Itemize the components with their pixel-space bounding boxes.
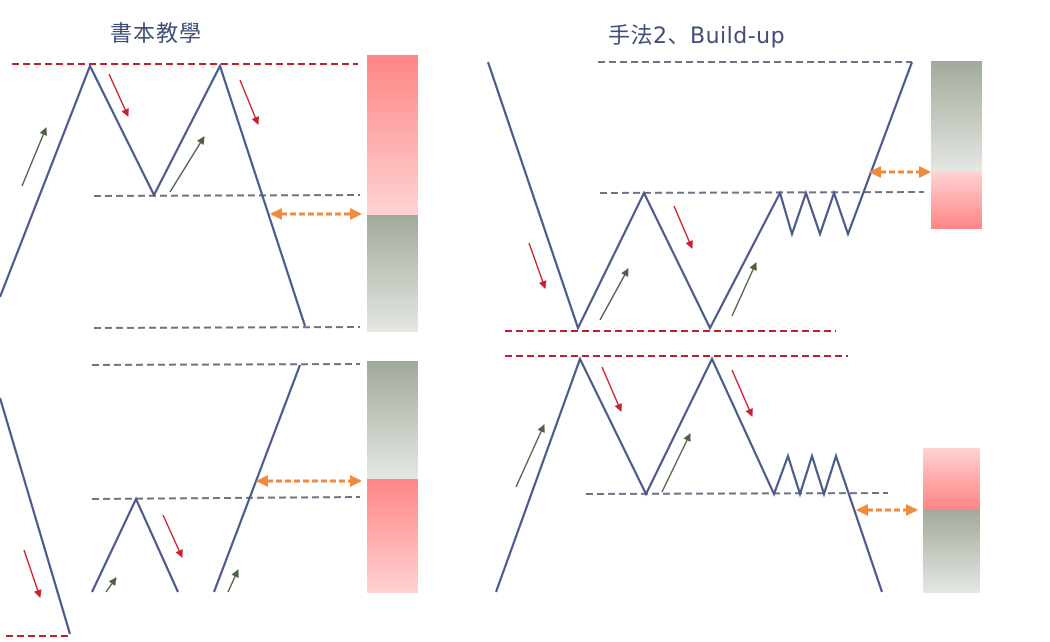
support-line-gray	[94, 327, 360, 328]
price-path	[488, 62, 912, 328]
panel-top-right	[488, 61, 982, 331]
down-arrow-red	[602, 367, 621, 411]
up-arrow-green	[22, 128, 46, 186]
down-arrow-red	[24, 550, 40, 597]
price-path	[214, 365, 300, 592]
panel-bottom-left	[0, 361, 418, 636]
zone-box-red	[923, 448, 980, 509]
up-arrow-green	[662, 434, 690, 492]
price-path	[496, 359, 882, 592]
price-path	[0, 398, 70, 634]
up-arrow-green	[732, 263, 756, 316]
panel-bottom-right	[496, 356, 980, 593]
up-arrow-green	[228, 570, 238, 592]
up-arrow-green	[106, 578, 116, 592]
down-arrow-red	[240, 80, 258, 124]
zone-box-red	[367, 55, 418, 215]
down-arrow-red	[163, 515, 182, 557]
support-line-gray	[92, 497, 360, 499]
resistance-line-gray	[92, 364, 360, 365]
support-line-gray	[94, 195, 360, 196]
zone-box-red	[931, 172, 982, 229]
zone-box-gray	[931, 61, 982, 172]
breakout-line-gray	[600, 192, 924, 193]
down-arrow-red	[529, 243, 545, 288]
zone-box-gray	[923, 509, 980, 593]
down-arrow-red	[674, 206, 692, 248]
zone-box-gray	[367, 215, 418, 332]
price-path	[92, 499, 178, 592]
panel-top-left	[0, 55, 418, 332]
zone-box-gray	[367, 361, 418, 479]
up-arrow-green	[170, 137, 204, 192]
zone-box-red	[367, 479, 418, 593]
support-line-gray	[586, 493, 888, 494]
up-arrow-green	[516, 425, 544, 487]
